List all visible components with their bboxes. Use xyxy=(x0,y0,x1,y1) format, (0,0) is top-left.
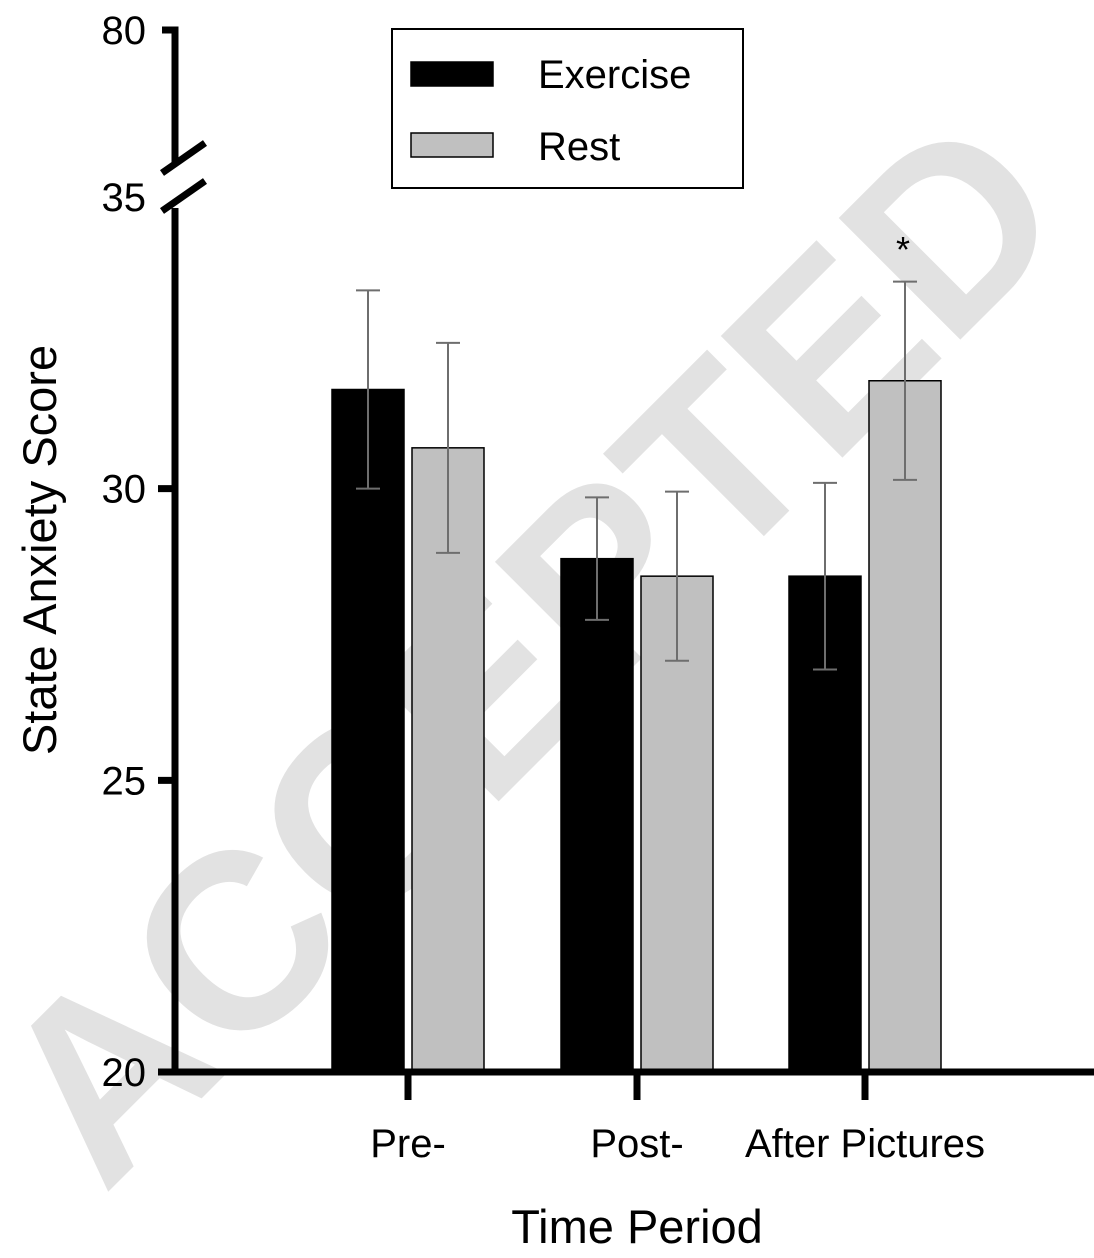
error-bar-rest-post xyxy=(665,490,689,662)
y-tick-label-25: 25 xyxy=(102,759,147,803)
bar-exercise-post xyxy=(560,557,634,1073)
x-tick-label-post: Post- xyxy=(590,1122,683,1166)
bar-exercise-pre xyxy=(331,388,405,1073)
x-tick-label-after-pictures: After Pictures xyxy=(745,1122,985,1166)
y-axis xyxy=(159,26,208,1072)
legend-box xyxy=(391,28,744,189)
legend-swatch-rest xyxy=(410,132,494,158)
error-bar-rest-pre xyxy=(436,341,460,554)
error-bar-exercise-pre xyxy=(356,289,380,490)
y-axis-label: State Anxiety Score xyxy=(13,345,66,755)
y-ticks: 20 25 30 35 80 xyxy=(102,9,175,1095)
error-bar-exercise-after-pictures xyxy=(813,481,837,671)
x-ticks: Pre- Post- After Pictures xyxy=(370,1072,985,1166)
legend-label-rest: Rest xyxy=(538,125,620,169)
y-axis-line-upper xyxy=(162,26,179,162)
y-tick-label-80: 80 xyxy=(102,9,147,53)
y-tick-label-30: 30 xyxy=(102,468,147,512)
error-bars-layer xyxy=(356,280,917,671)
x-axis-label: Time Period xyxy=(511,1200,763,1253)
y-tick-label-35: 35 xyxy=(102,176,147,220)
y-axis-break-mark-upper xyxy=(159,140,208,176)
error-bar-exercise-post xyxy=(585,496,609,621)
y-axis-break-mark-lower xyxy=(159,178,208,214)
legend: Exercise Rest xyxy=(391,28,744,189)
bars-layer xyxy=(331,380,942,1073)
y-tick-label-20: 20 xyxy=(102,1051,147,1095)
legend-label-exercise: Exercise xyxy=(538,53,691,97)
legend-swatch-exercise xyxy=(410,61,494,87)
bar-rest-after-pictures xyxy=(868,380,942,1073)
significance-asterisk: * xyxy=(896,229,910,270)
x-tick-label-pre: Pre- xyxy=(370,1122,446,1166)
error-bar-rest-after-pictures xyxy=(893,280,917,481)
